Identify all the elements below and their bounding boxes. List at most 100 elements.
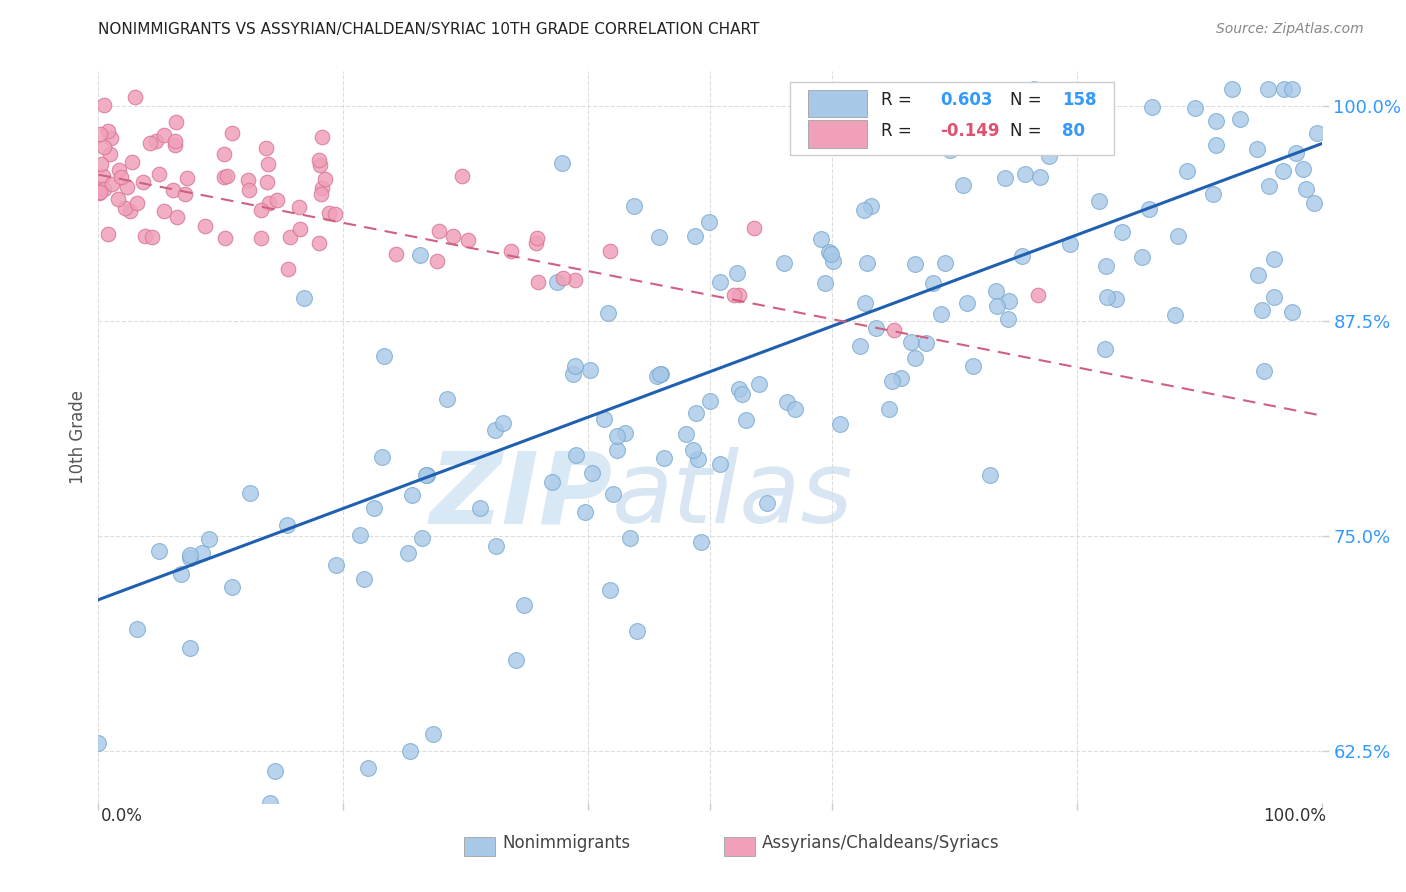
- Text: 0.603: 0.603: [941, 91, 993, 109]
- Point: [97, 227, 120, 242]
- Point: [148, 543, 170, 558]
- Point: [564, 273, 586, 287]
- Point: [141, 229, 163, 244]
- Point: [904, 257, 927, 271]
- Point: [859, 198, 882, 212]
- Point: [256, 175, 278, 189]
- Point: [416, 467, 439, 482]
- Point: [107, 192, 129, 206]
- Bar: [808, 120, 866, 148]
- Text: atlas: atlas: [612, 447, 853, 544]
- Point: [527, 275, 550, 289]
- Point: [879, 402, 901, 417]
- Point: [1167, 228, 1189, 243]
- Point: [401, 487, 423, 501]
- Point: [363, 501, 385, 516]
- Point: [592, 412, 614, 426]
- Point: [1281, 81, 1303, 95]
- Point: [606, 442, 628, 457]
- Point: [619, 531, 641, 545]
- Bar: [808, 89, 866, 118]
- Point: [883, 322, 905, 336]
- Point: [276, 518, 298, 533]
- Point: [849, 339, 872, 353]
- Point: [1130, 250, 1153, 264]
- Point: [614, 425, 637, 440]
- Point: [890, 370, 912, 384]
- Point: [776, 395, 799, 409]
- Point: [214, 231, 236, 245]
- Point: [101, 177, 124, 191]
- Point: [457, 233, 479, 247]
- Point: [598, 305, 620, 319]
- Point: [821, 254, 844, 268]
- Point: [675, 426, 697, 441]
- Point: [723, 288, 745, 302]
- Point: [697, 215, 720, 229]
- Point: [551, 156, 574, 170]
- Point: [132, 175, 155, 189]
- Point: [236, 173, 259, 187]
- Point: [315, 172, 337, 186]
- Point: [1205, 114, 1227, 128]
- Point: [1263, 290, 1285, 304]
- Point: [986, 299, 1008, 313]
- Point: [952, 178, 974, 192]
- Point: [683, 229, 706, 244]
- Point: [125, 622, 148, 636]
- Text: Source: ZipAtlas.com: Source: ZipAtlas.com: [1216, 22, 1364, 37]
- Point: [1164, 308, 1187, 322]
- Point: [810, 231, 832, 245]
- Point: [179, 551, 201, 566]
- Point: [783, 401, 806, 416]
- Point: [602, 486, 624, 500]
- Point: [266, 194, 288, 208]
- Point: [748, 376, 770, 391]
- Point: [371, 450, 394, 464]
- Point: [1292, 161, 1315, 176]
- Point: [278, 229, 301, 244]
- Point: [853, 296, 876, 310]
- Point: [108, 163, 131, 178]
- Point: [125, 196, 148, 211]
- Y-axis label: 10th Grade: 10th Grade: [69, 390, 87, 484]
- Point: [215, 169, 238, 183]
- Point: [91, 169, 114, 183]
- Point: [441, 229, 464, 244]
- Point: [325, 207, 347, 221]
- Point: [1095, 290, 1118, 304]
- Point: [492, 416, 515, 430]
- Point: [813, 276, 835, 290]
- Point: [422, 727, 444, 741]
- Point: [169, 566, 191, 581]
- Point: [526, 231, 548, 245]
- Point: [1083, 108, 1105, 122]
- Point: [89, 185, 111, 199]
- Point: [1059, 237, 1081, 252]
- Point: [623, 199, 645, 213]
- Point: [1094, 342, 1116, 356]
- Point: [114, 201, 136, 215]
- Point: [436, 392, 458, 406]
- Point: [309, 157, 332, 171]
- Text: Nonimmigrants: Nonimmigrants: [502, 834, 630, 852]
- Point: [1220, 81, 1243, 95]
- Text: -0.149: -0.149: [941, 121, 1000, 140]
- Point: [89, 157, 111, 171]
- Point: [648, 368, 671, 382]
- Point: [162, 184, 184, 198]
- Point: [484, 423, 506, 437]
- Point: [399, 744, 422, 758]
- Text: R =: R =: [882, 91, 917, 109]
- Point: [239, 486, 262, 500]
- Point: [221, 580, 243, 594]
- Point: [1257, 81, 1279, 95]
- Point: [198, 532, 221, 546]
- Point: [686, 451, 709, 466]
- Point: [541, 475, 564, 490]
- Text: NONIMMIGRANTS VS ASSYRIAN/CHALDEAN/SYRIAC 10TH GRADE CORRELATION CHART: NONIMMIGRANTS VS ASSYRIAN/CHALDEAN/SYRIA…: [98, 22, 759, 37]
- Text: 158: 158: [1063, 91, 1097, 109]
- Point: [1201, 186, 1223, 201]
- Point: [1285, 146, 1308, 161]
- Point: [256, 157, 278, 171]
